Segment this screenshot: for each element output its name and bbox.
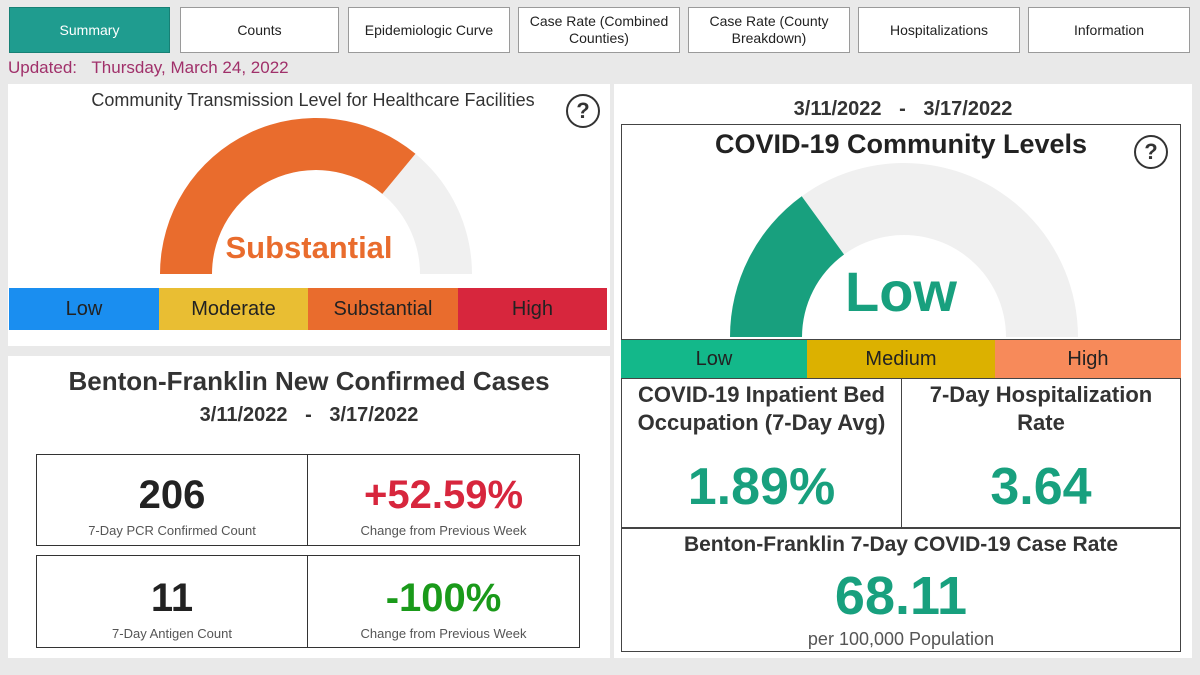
community-title: COVID-19 Community Levels	[714, 129, 1088, 159]
tab-counts[interactable]: Counts	[180, 7, 339, 53]
hospitalization-rate-title-line-1: 7-Day Hospitalization	[929, 382, 1153, 407]
pcr-change-value: +52.59%	[363, 473, 524, 517]
tab-information[interactable]: Information	[1028, 7, 1190, 53]
updated-date: Thursday, March 24, 2022	[91, 58, 289, 77]
pcr-count-label: 7-Day PCR Confirmed Count	[88, 523, 256, 538]
community-gauge	[730, 163, 1078, 337]
community-gauge-track	[730, 163, 1078, 337]
pcr-count-card: 206 7-Day PCR Confirmed Count	[36, 454, 308, 546]
tab-epidemiologic-curve[interactable]: Epidemiologic Curve	[348, 7, 510, 53]
tab-case-rate-combined[interactable]: Case Rate (Combined Counties)	[518, 7, 680, 53]
transmission-gauge	[160, 118, 472, 274]
cases-date-start: 3/11/2022	[199, 404, 288, 426]
tab-summary[interactable]: Summary	[9, 7, 170, 53]
community-panel: 3/11/2022 - 3/17/2022 COVID-19 Community…	[614, 84, 1192, 658]
community-gauge-card: COVID-19 Community Levels ? Low	[621, 124, 1181, 340]
transmission-gauge-fill	[160, 118, 416, 274]
case-rate-subtitle: per 100,000 Population	[807, 629, 995, 649]
pcr-change-card: +52.59% Change from Previous Week	[307, 454, 580, 546]
transmission-scale-high: High	[458, 288, 607, 330]
tab-case-rate-county[interactable]: Case Rate (County Breakdown)	[688, 7, 850, 53]
bed-occupation-title-line-2: Occupation (7-Day Avg)	[637, 410, 886, 435]
antigen-count-label: 7-Day Antigen Count	[112, 626, 232, 641]
pcr-change-label: Change from Previous Week	[360, 523, 527, 538]
community-scale-low: Low	[621, 340, 807, 378]
community-date-start: 3/11/2022	[793, 98, 882, 120]
hospitalization-rate-value: 3.64	[990, 458, 1092, 516]
community-level-label: Low	[845, 260, 957, 323]
antigen-count-card: 11 7-Day Antigen Count	[36, 555, 308, 648]
community-scale-medium: Medium	[807, 340, 995, 378]
transmission-level-label: Substantial	[225, 230, 393, 265]
hospitalization-rate-title-line-2: Rate	[1017, 410, 1065, 435]
bed-occupation-value: 1.89%	[687, 458, 836, 516]
cases-panel: Benton-Franklin New Confirmed Cases 3/11…	[8, 356, 610, 658]
transmission-scale-substantial: Substantial	[308, 288, 458, 330]
antigen-change-value: -100%	[385, 576, 502, 620]
bed-occupation-title: COVID-19 Inpatient Bed Occupation (7-Day…	[622, 381, 901, 437]
transmission-scale-low: Low	[9, 288, 159, 330]
community-date-end: 3/17/2022	[923, 98, 1013, 120]
antigen-change-label: Change from Previous Week	[360, 626, 527, 641]
transmission-help-icon[interactable]: ?	[566, 94, 600, 128]
pcr-count-value: 206	[138, 473, 206, 517]
antigen-count-value: 11	[150, 576, 194, 620]
cases-title: Benton-Franklin New Confirmed Cases	[68, 366, 550, 396]
case-rate-card: Benton-Franklin 7-Day COVID-19 Case Rate…	[621, 528, 1181, 652]
community-date-sep: -	[899, 98, 906, 120]
community-scale-high: High	[995, 340, 1181, 378]
bed-occupation-card: COVID-19 Inpatient Bed Occupation (7-Day…	[621, 378, 902, 528]
updated-label: Updated:	[8, 58, 77, 77]
bed-occupation-title-line-1: COVID-19 Inpatient Bed	[638, 382, 885, 407]
case-rate-value: 68.11	[834, 566, 968, 626]
transmission-panel: Community Transmission Level for Healthc…	[8, 84, 610, 346]
tab-hospitalizations[interactable]: Hospitalizations	[858, 7, 1020, 53]
community-gauge-fill	[730, 196, 845, 337]
cases-date-end: 3/17/2022	[329, 404, 419, 426]
antigen-change-card: -100% Change from Previous Week	[307, 555, 580, 648]
cases-date-sep: -	[305, 404, 312, 426]
updated-line: Updated: Thursday, March 24, 2022	[8, 58, 289, 78]
transmission-scale-moderate: Moderate	[159, 288, 308, 330]
community-date-range: 3/11/2022 - 3/17/2022	[614, 98, 1192, 121]
hospitalization-rate-card: 7-Day Hospitalization Rate 3.64	[901, 378, 1181, 528]
cases-date-range: 3/11/2022 - 3/17/2022	[8, 404, 610, 427]
hospitalization-rate-title: 7-Day Hospitalization Rate	[902, 381, 1180, 437]
community-help-icon[interactable]: ?	[1134, 135, 1168, 169]
case-rate-title: Benton-Franklin 7-Day COVID-19 Case Rate	[683, 533, 1119, 556]
transmission-title: Community Transmission Level for Healthc…	[91, 90, 535, 110]
